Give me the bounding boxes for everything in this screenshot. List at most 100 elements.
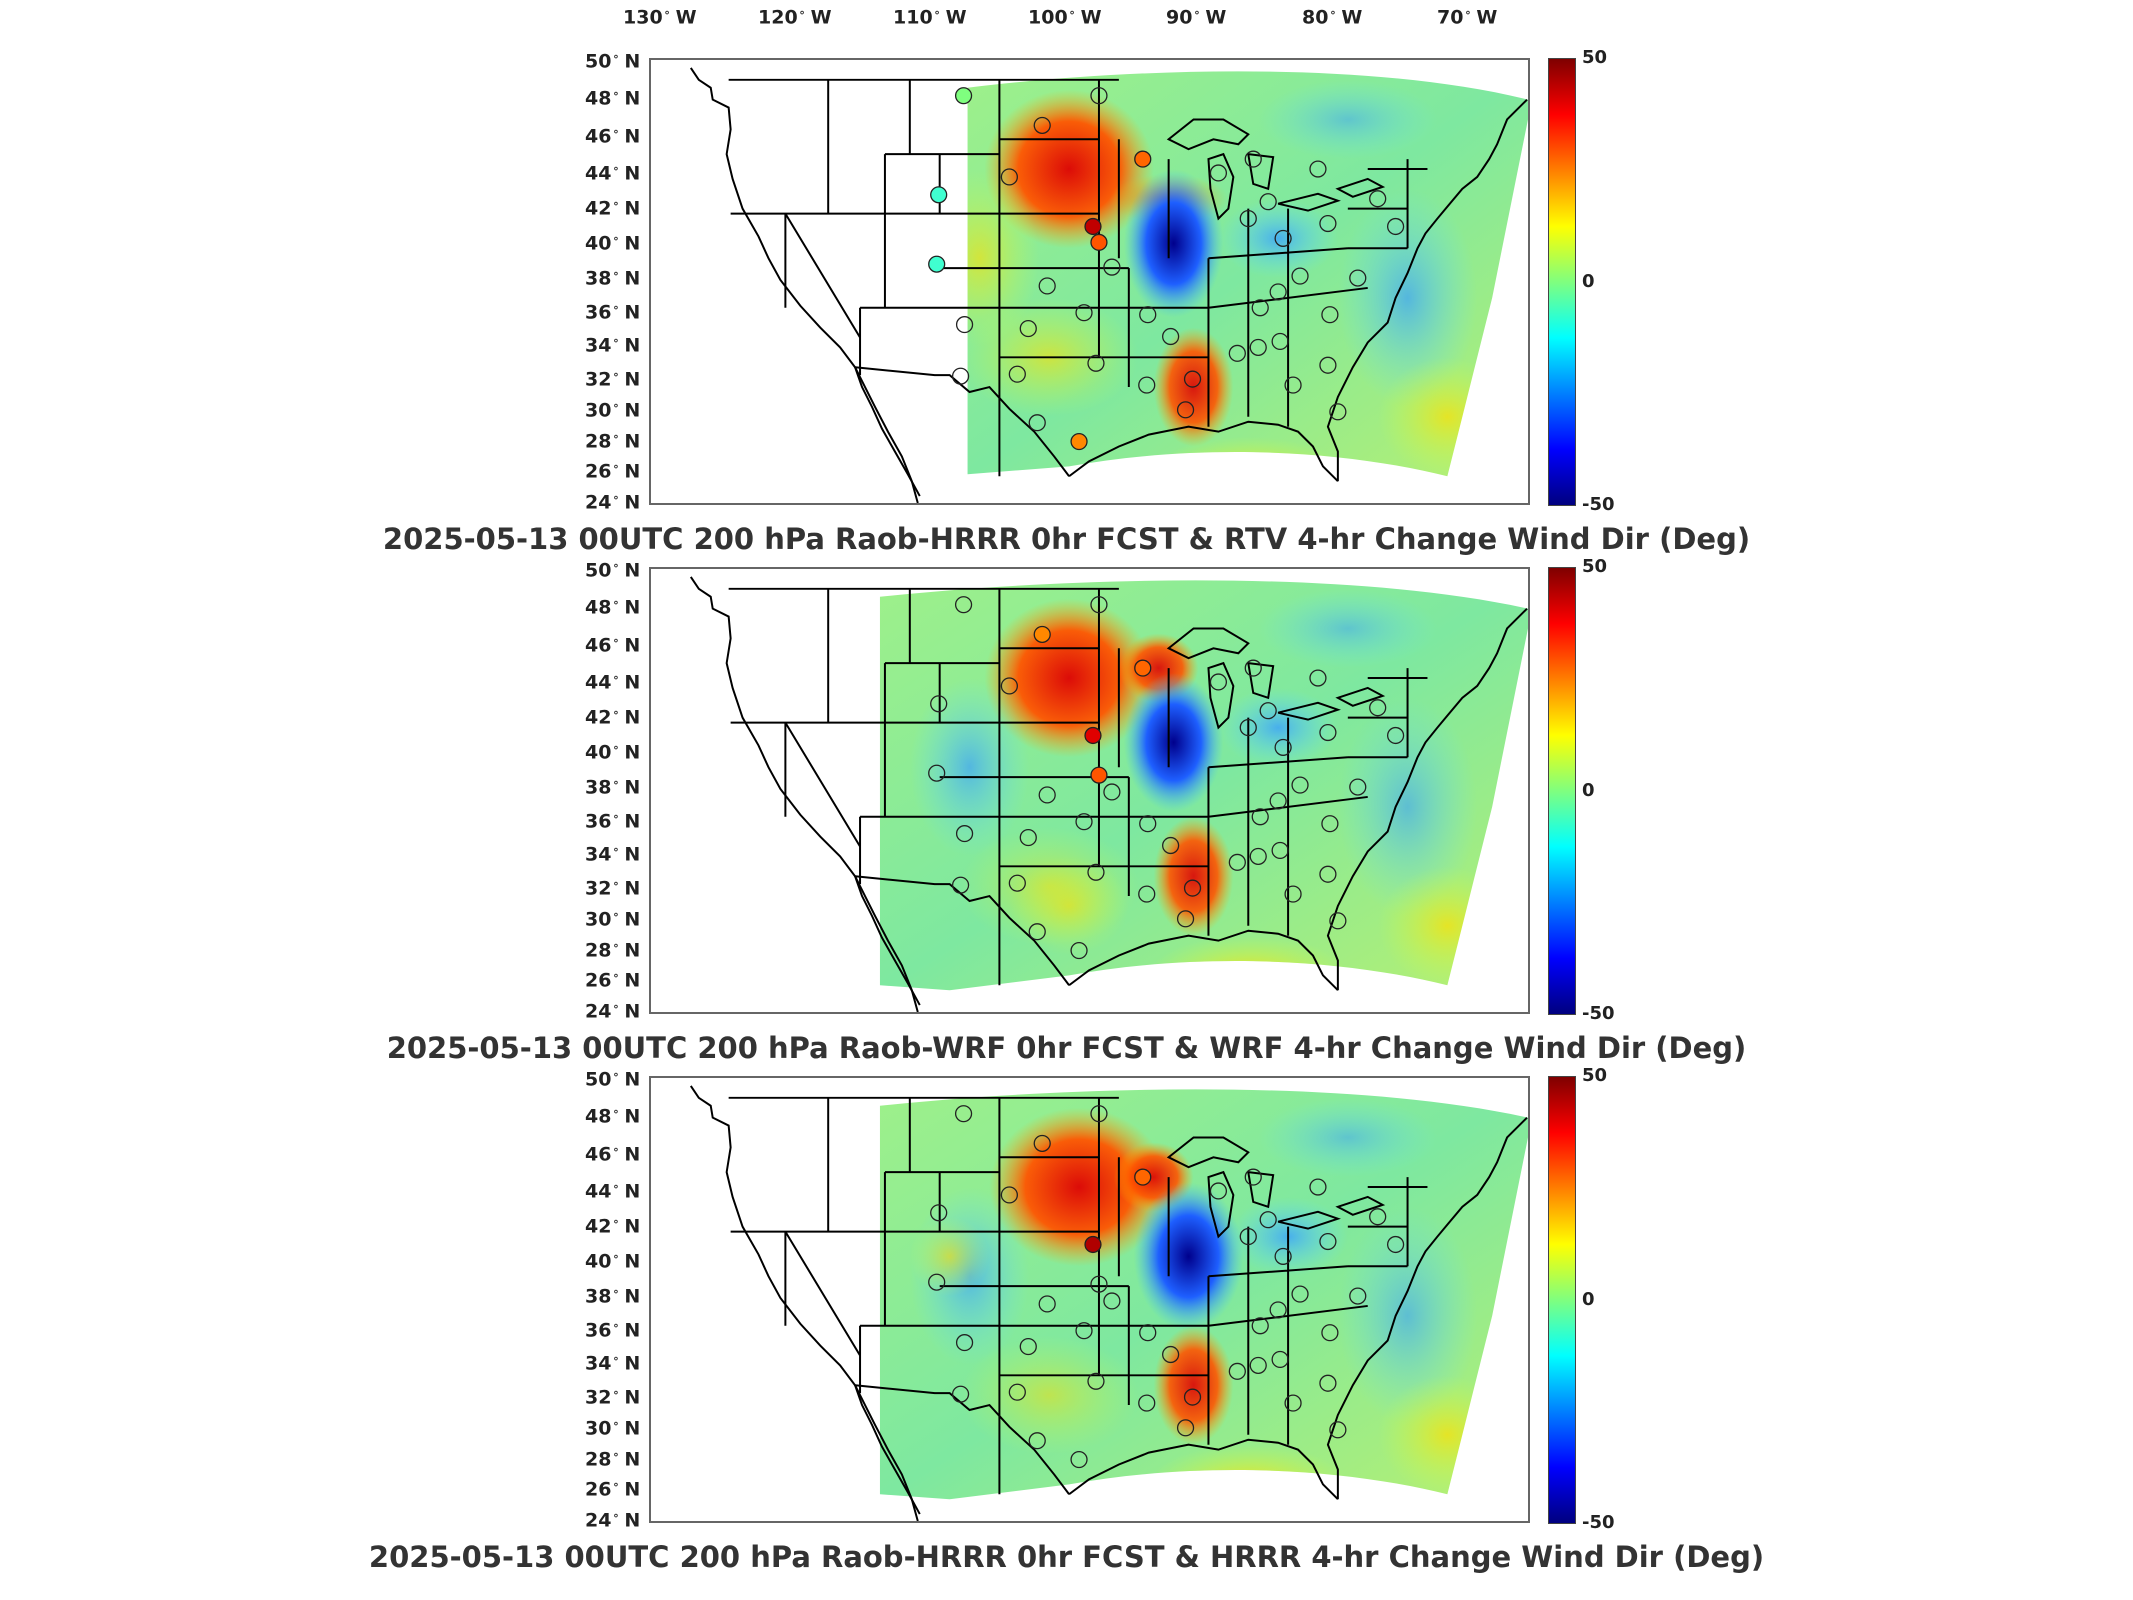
- raob-station-marker: [1183, 879, 1202, 897]
- latitude-label: 30∘ N: [585, 399, 641, 422]
- latitude-label: 36∘ N: [585, 1319, 641, 1342]
- raob-station-marker: [1386, 726, 1405, 745]
- latitude-label: 38∘ N: [585, 267, 641, 290]
- latitude-label: 28∘ N: [585, 430, 641, 453]
- longitude-label: 70∘ W: [1437, 6, 1498, 29]
- raob-station-marker: [1259, 1211, 1277, 1229]
- raob-station-marker: [1139, 1324, 1157, 1342]
- colorbar-tick-min: -50: [1582, 1512, 1615, 1533]
- raob-station-marker: [1251, 808, 1269, 826]
- wind-direction-field: [879, 1089, 1528, 1500]
- field-anomaly: [959, 1335, 1139, 1455]
- raob-station-marker: [1176, 1419, 1195, 1437]
- raob-station-marker: [1239, 209, 1257, 228]
- raob-station-marker: [954, 596, 973, 614]
- map-panel-2: [649, 567, 1530, 1014]
- field-anomaly: [1153, 1325, 1234, 1445]
- raob-station-marker: [1259, 702, 1277, 720]
- raob-station-marker: [1033, 625, 1051, 643]
- raob-station-marker: [1259, 193, 1277, 211]
- raob-station-marker: [1349, 778, 1367, 796]
- field-anomaly: [1123, 673, 1224, 812]
- latitude-label: 28∘ N: [585, 939, 641, 962]
- raob-station-marker: [930, 695, 948, 713]
- raob-station-marker: [1239, 1227, 1257, 1246]
- raob-station-marker: [1084, 1235, 1102, 1254]
- field-anomaly: [1009, 856, 1129, 956]
- field-anomaly: [1377, 866, 1518, 986]
- raob-station-marker: [1090, 1275, 1108, 1293]
- latitude-label: 32∘ N: [585, 1386, 641, 1409]
- raob-station-marker: [1249, 847, 1267, 865]
- raob-station-marker: [1269, 283, 1287, 301]
- latitude-label: 28∘ N: [585, 1448, 641, 1471]
- raob-station-marker: [1008, 365, 1026, 383]
- latitude-label: 36∘ N: [585, 301, 641, 324]
- field-anomaly: [984, 598, 1154, 758]
- colorbar-tick-mid: 0: [1582, 270, 1595, 292]
- raob-station-marker: [1183, 370, 1202, 388]
- field-anomaly: [1337, 1206, 1478, 1425]
- raob-station-marker: [1244, 659, 1262, 677]
- latitude-label: 48∘ N: [585, 1105, 641, 1128]
- raob-station-marker: [1249, 1356, 1267, 1374]
- latitude-label: 42∘ N: [585, 1215, 641, 1238]
- latitude-label: 38∘ N: [585, 776, 641, 799]
- raob-station-marker: [1349, 269, 1367, 287]
- raob-station-marker: [1369, 190, 1387, 208]
- raob-station-marker: [1075, 1322, 1093, 1340]
- field-anomaly: [1258, 1097, 1438, 1178]
- latitude-label: 50∘ N: [585, 1068, 641, 1091]
- field-anomaly: [1148, 1444, 1348, 1500]
- raob-station-marker: [1138, 885, 1156, 903]
- raob-station-marker: [1090, 87, 1108, 105]
- longitude-label: 100∘ W: [1028, 6, 1102, 29]
- raob-station-marker: [928, 1273, 946, 1291]
- latitude-label: 44∘ N: [585, 1180, 641, 1203]
- raob-station-marker: [1183, 1388, 1202, 1406]
- raob-station-marker: [1319, 865, 1337, 883]
- raob-station-marker: [1251, 299, 1269, 317]
- raob-station-marker: [930, 1204, 948, 1222]
- raob-station-marker: [951, 367, 970, 385]
- raob-station-marker: [1309, 1178, 1327, 1196]
- field-anomaly: [1377, 1375, 1518, 1495]
- latitude-label: 32∘ N: [585, 368, 641, 391]
- latitude-label: 40∘ N: [585, 741, 641, 764]
- raob-station-marker: [1244, 150, 1262, 168]
- raob-station-marker: [1038, 786, 1056, 804]
- raob-station-marker: [1309, 160, 1327, 178]
- latitude-label: 24∘ N: [585, 1509, 641, 1532]
- raob-station-marker: [1176, 401, 1195, 419]
- colorbar-tick-max: 50: [1582, 556, 1608, 577]
- raob-station-marker: [1087, 1372, 1105, 1390]
- latitude-label: 34∘ N: [585, 334, 641, 357]
- raob-station-marker: [1087, 863, 1105, 881]
- raob-station-marker: [955, 316, 974, 334]
- raob-station-marker: [1090, 766, 1108, 784]
- field-anomaly: [1377, 357, 1518, 477]
- latitude-label: 38∘ N: [585, 1285, 641, 1308]
- latitude-label: 42∘ N: [585, 197, 641, 220]
- raob-station-marker: [955, 825, 974, 843]
- raob-station-marker: [1090, 233, 1108, 251]
- raob-station-marker: [1349, 1287, 1367, 1305]
- raob-station-marker: [1033, 1134, 1051, 1152]
- latitude-label: 46∘ N: [585, 125, 641, 148]
- latitude-label: 48∘ N: [585, 596, 641, 619]
- raob-station-marker: [1138, 376, 1156, 394]
- field-anomaly: [1218, 687, 1338, 768]
- raob-station-marker: [1087, 354, 1105, 372]
- raob-stations: [928, 1105, 1405, 1469]
- raob-station-marker: [1139, 306, 1157, 324]
- raob-station-marker: [1103, 1292, 1121, 1310]
- longitude-label: 130∘ W: [623, 6, 697, 29]
- longitude-label: 90∘ W: [1166, 6, 1227, 29]
- latitude-label: 44∘ N: [585, 162, 641, 185]
- raob-station-marker: [1329, 403, 1347, 421]
- raob-station-marker: [1008, 874, 1026, 892]
- raob-station-marker: [928, 764, 946, 782]
- raob-station-marker: [1019, 1338, 1037, 1356]
- raob-station-marker: [1070, 1450, 1088, 1469]
- colorbar-tick-max: 50: [1582, 47, 1608, 68]
